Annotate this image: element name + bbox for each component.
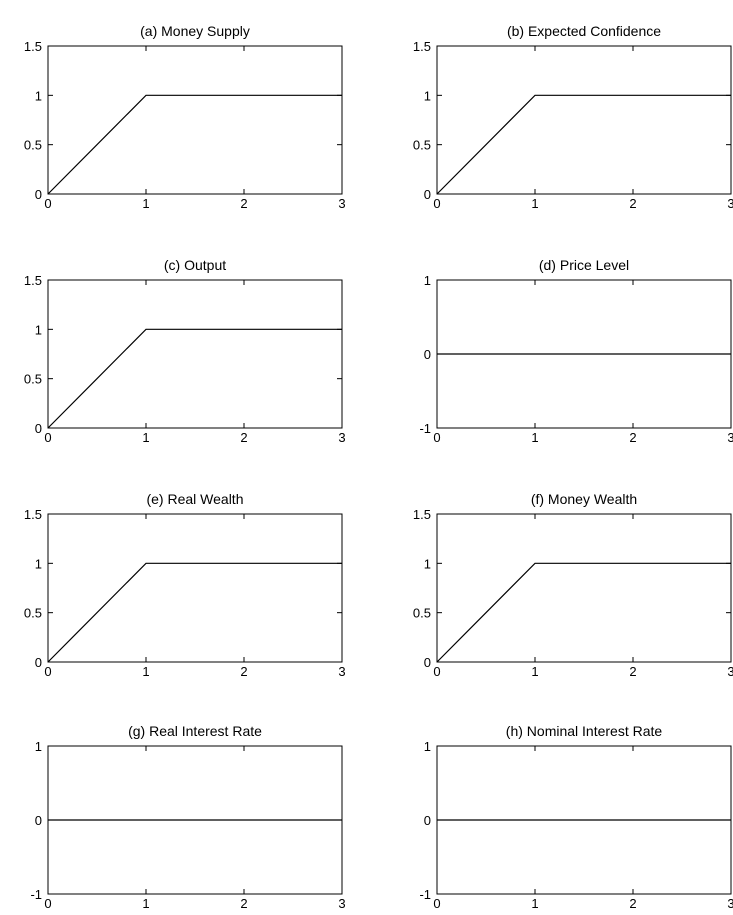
panel-d-xtick-label: 0 [433,430,440,445]
panel-f-xtick-label: 1 [531,664,538,679]
panel-e: (e) Real Wealth 0 1 2 3 0 0.5 1 1.5 [24,491,346,679]
panel-d-title: (d) Price Level [539,257,629,273]
panel-f-axes-frame [436,513,732,663]
panel-b-ytick-label: 0 [424,187,431,202]
panel-g-xtick-label: 2 [240,896,247,911]
panel-f-xtick-label: 0 [433,664,440,679]
panel-a-xtick-label: 2 [240,196,247,211]
panel-a: (a) Money Supply 0 1 2 3 0 0.5 1 1.5 [24,23,346,211]
panel-f-ytick-label: 0 [424,655,431,670]
panel-e-ytick-label: 0.5 [24,606,42,621]
panel-b-ytick-label: 1.5 [413,39,431,54]
panel-b-ytick-label: 1 [424,88,431,103]
panel-c-ytick-label: 1.5 [24,273,42,288]
panel-g-xtick-label: 3 [338,896,345,911]
panel-a-ytick-label: 1 [35,88,42,103]
panel-g-xtick-label: 0 [44,896,51,911]
panel-h-xtick-label: 3 [727,896,733,911]
panel-f-ytick-label: 0.5 [413,606,431,621]
panel-a-xtick-label: 0 [44,196,51,211]
panel-f-ytick-label: 1 [424,556,431,571]
panel-h-xtick-label: 1 [531,896,538,911]
panel-h-ytick-label: -1 [419,887,431,902]
panel-b-xtick-label: 3 [727,196,733,211]
panel-e-axes-frame [47,513,343,663]
panel-c-title: (c) Output [164,257,226,273]
panel-h-xtick-label: 0 [433,896,440,911]
panel-g-ytick-label: 1 [35,739,42,754]
panel-f-xtick-label: 3 [727,664,733,679]
panel-c-ytick-label: 0.5 [24,372,42,387]
panel-b: (b) Expected Confidence 0 1 2 3 0 0.5 1 1.5 [413,23,733,211]
panel-c-ytick-label: 0 [35,421,42,436]
panel-f-ytick-label: 1.5 [413,507,431,522]
panel-a-axes-frame [47,45,343,195]
panel-h-ytick-label: 1 [424,739,431,754]
panel-c-xtick-label: 2 [240,430,247,445]
panel-g-ytick-label: -1 [30,887,42,902]
panel-g-ytick-label: 0 [35,813,42,828]
panel-d-ytick-label: 0 [424,347,431,362]
panel-c-xtick-label: 1 [142,430,149,445]
panel-b-xtick-label: 2 [629,196,636,211]
panel-a-xtick-label: 3 [338,196,345,211]
panel-c-xtick-label: 0 [44,430,51,445]
panel-b-series-line [436,94,731,195]
panel-e-ytick-label: 0 [35,655,42,670]
panel-c-ytick-label: 1 [35,322,42,337]
panel-a-title: (a) Money Supply [140,23,250,39]
panel-g-xtick-label: 1 [142,896,149,911]
panel-b-xtick-label: 1 [531,196,538,211]
panel-b-xtick-label: 0 [433,196,440,211]
panel-a-ytick-label: 0 [35,187,42,202]
panel-a-xtick-label: 1 [142,196,149,211]
panel-h-ytick-label: 0 [424,813,431,828]
panel-b-ytick-label: 0.5 [413,138,431,153]
panel-d-ytick-label: 1 [424,273,431,288]
panel-c-xtick-label: 3 [338,430,345,445]
panel-a-series-line [47,94,342,195]
panel-e-ytick-label: 1 [35,556,42,571]
panel-c: (c) Output 0 1 2 3 0 0.5 1 1.5 [24,257,346,445]
panel-f: (f) Money Wealth 0 1 2 3 0 0.5 1 1.5 [413,491,733,679]
panel-a-ytick-label: 0.5 [24,138,42,153]
panel-h-title: (h) Nominal Interest Rate [506,723,663,739]
panel-e-xtick-label: 3 [338,664,345,679]
panel-e-xtick-label: 1 [142,664,149,679]
panel-e-xtick-label: 0 [44,664,51,679]
panel-f-title: (f) Money Wealth [531,491,637,507]
panel-e-xtick-label: 2 [240,664,247,679]
panel-c-series-line [47,328,342,429]
panel-e-series-line [47,562,342,663]
panel-d-ytick-label: -1 [419,421,431,436]
panel-b-axes-frame [436,45,732,195]
panel-d-xtick-label: 1 [531,430,538,445]
panel-h-xtick-label: 2 [629,896,636,911]
panel-a-ytick-label: 1.5 [24,39,42,54]
panel-b-title: (b) Expected Confidence [507,23,661,39]
panel-c-axes-frame [47,279,343,429]
panel-e-title: (e) Real Wealth [146,491,243,507]
panel-e-ytick-label: 1.5 [24,507,42,522]
panel-g-title: (g) Real Interest Rate [128,723,262,739]
panel-d-xtick-label: 2 [629,430,636,445]
panel-f-series-line [436,562,731,663]
panel-d-xtick-label: 3 [727,430,733,445]
panel-f-xtick-label: 2 [629,664,636,679]
